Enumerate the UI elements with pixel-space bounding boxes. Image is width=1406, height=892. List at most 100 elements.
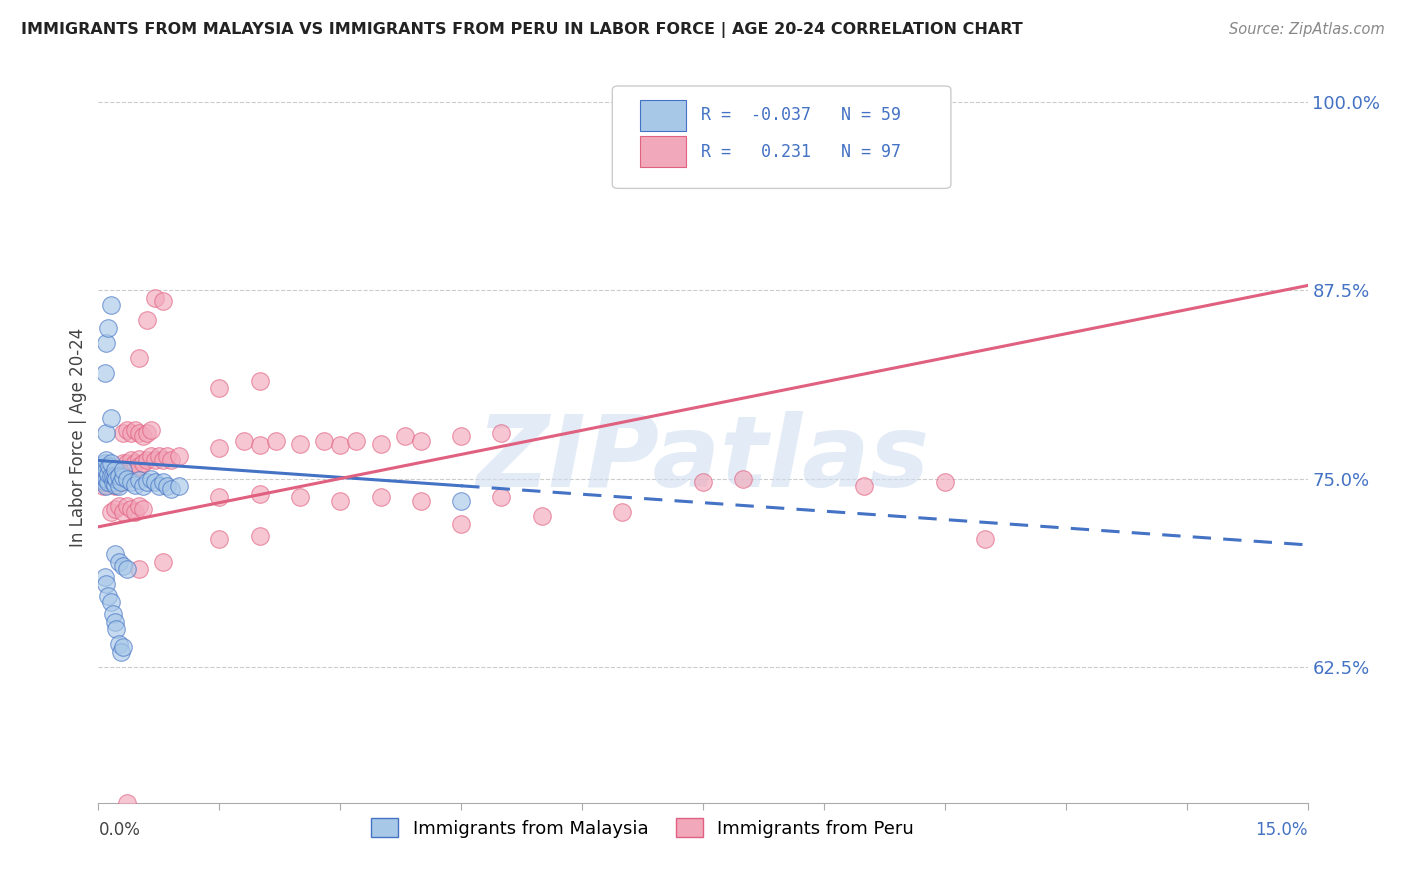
Point bbox=[288, 437, 311, 451]
Point bbox=[111, 462, 134, 476]
Point bbox=[128, 473, 150, 487]
Point bbox=[100, 464, 122, 478]
Point bbox=[100, 298, 122, 312]
Point bbox=[135, 426, 157, 441]
Point bbox=[107, 479, 129, 493]
Point bbox=[105, 471, 128, 485]
Point bbox=[103, 470, 125, 484]
Point bbox=[208, 532, 231, 546]
Point bbox=[97, 467, 120, 481]
Point bbox=[91, 464, 114, 478]
Point bbox=[128, 452, 150, 467]
Text: 15.0%: 15.0% bbox=[1256, 821, 1308, 838]
Y-axis label: In Labor Force | Age 20-24: In Labor Force | Age 20-24 bbox=[69, 327, 87, 547]
Point bbox=[132, 501, 155, 516]
Point bbox=[100, 471, 122, 485]
Point bbox=[94, 366, 117, 380]
Text: R =   0.231   N = 97: R = 0.231 N = 97 bbox=[700, 143, 901, 161]
Point bbox=[94, 475, 117, 489]
Point bbox=[96, 477, 118, 491]
Point bbox=[105, 475, 128, 489]
Point bbox=[101, 475, 124, 489]
FancyBboxPatch shape bbox=[613, 86, 950, 188]
Point bbox=[94, 569, 117, 583]
Point bbox=[100, 411, 122, 425]
Point bbox=[409, 494, 432, 508]
Point bbox=[115, 457, 138, 471]
Point bbox=[100, 595, 122, 609]
Point bbox=[110, 475, 132, 489]
Point bbox=[101, 607, 124, 622]
Point bbox=[135, 475, 157, 489]
Point bbox=[148, 479, 170, 493]
Point bbox=[96, 335, 118, 350]
Point bbox=[115, 796, 138, 810]
Point bbox=[111, 426, 134, 441]
Point bbox=[97, 459, 120, 474]
Point bbox=[103, 479, 125, 493]
Point bbox=[128, 426, 150, 441]
Point bbox=[110, 645, 132, 659]
Point bbox=[124, 505, 146, 519]
Point bbox=[167, 449, 190, 463]
Point bbox=[97, 475, 120, 489]
Point bbox=[94, 475, 117, 489]
Point bbox=[110, 475, 132, 489]
Point bbox=[152, 293, 174, 308]
Point bbox=[107, 468, 129, 483]
Point bbox=[120, 453, 142, 467]
Point bbox=[93, 459, 115, 474]
Point bbox=[232, 434, 254, 448]
Point bbox=[974, 532, 997, 546]
Legend: Immigrants from Malaysia, Immigrants from Peru: Immigrants from Malaysia, Immigrants fro… bbox=[364, 811, 921, 845]
Point bbox=[132, 479, 155, 493]
Point bbox=[101, 475, 124, 489]
Point bbox=[91, 471, 114, 485]
Point bbox=[491, 426, 513, 441]
Point bbox=[128, 351, 150, 365]
Point bbox=[329, 438, 352, 452]
Point bbox=[94, 479, 117, 493]
Point bbox=[111, 470, 134, 484]
Point bbox=[124, 423, 146, 437]
Point bbox=[111, 559, 134, 574]
Point bbox=[156, 449, 179, 463]
Point bbox=[139, 423, 162, 437]
Point bbox=[96, 462, 118, 476]
Point bbox=[128, 459, 150, 474]
Point bbox=[107, 499, 129, 513]
Point bbox=[97, 589, 120, 603]
Point bbox=[132, 457, 155, 471]
Point bbox=[100, 468, 122, 483]
Point bbox=[94, 467, 117, 481]
Point bbox=[370, 437, 392, 451]
Text: ZIPatlas: ZIPatlas bbox=[477, 410, 929, 508]
Point bbox=[103, 615, 125, 629]
Point bbox=[96, 453, 118, 467]
Point bbox=[107, 471, 129, 485]
Point bbox=[96, 468, 118, 483]
Point bbox=[115, 464, 138, 478]
Point bbox=[103, 547, 125, 561]
Point bbox=[853, 479, 876, 493]
Point bbox=[135, 453, 157, 467]
Point bbox=[96, 426, 118, 441]
Point bbox=[97, 320, 120, 334]
Point bbox=[107, 637, 129, 651]
Point bbox=[103, 477, 125, 491]
Point bbox=[143, 291, 166, 305]
Point bbox=[934, 475, 956, 489]
Point bbox=[264, 434, 287, 448]
Point bbox=[120, 501, 142, 516]
Point bbox=[128, 562, 150, 576]
Point bbox=[208, 381, 231, 395]
Point bbox=[115, 562, 138, 576]
Point bbox=[120, 475, 142, 489]
Point bbox=[612, 505, 634, 519]
Point bbox=[409, 434, 432, 448]
Point bbox=[120, 459, 142, 474]
Bar bbox=[640, 136, 686, 167]
Point bbox=[111, 505, 134, 519]
Point bbox=[148, 449, 170, 463]
Point bbox=[101, 468, 124, 483]
